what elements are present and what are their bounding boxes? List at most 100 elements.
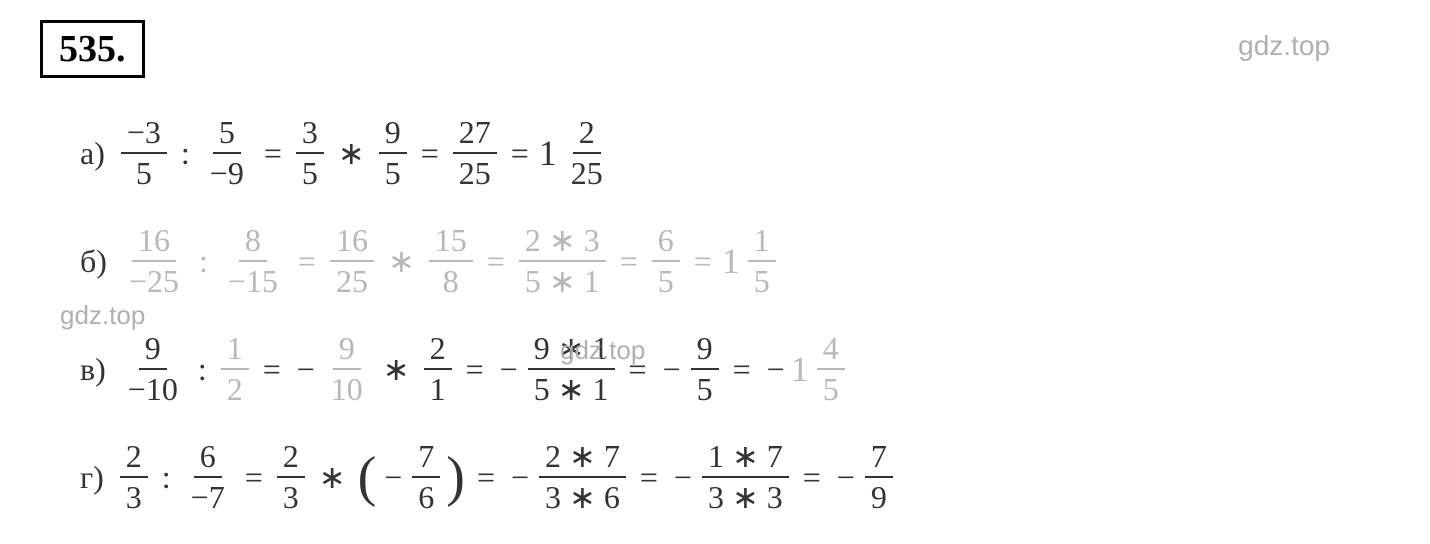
- fraction-denominator: 5: [130, 154, 158, 191]
- watermark-mid-center: gdz.top: [560, 335, 645, 366]
- negative-sign: −: [384, 459, 402, 496]
- fraction: 16−25: [123, 223, 185, 299]
- fraction-numerator: 2: [277, 439, 305, 478]
- fraction: 8−15: [222, 223, 284, 299]
- operator: :: [181, 135, 190, 172]
- mixed-number: 115: [722, 223, 780, 299]
- mixed-number: 145: [791, 331, 849, 407]
- fraction: 5−9: [204, 115, 250, 191]
- equation-label: г): [80, 459, 104, 496]
- equals-sign: =: [264, 135, 282, 172]
- fraction-denominator: 5: [379, 154, 407, 191]
- fraction: 2 ∗ 35 ∗ 1: [519, 223, 606, 299]
- fraction-denominator: 3: [277, 478, 305, 515]
- fraction: 9−10: [122, 331, 184, 407]
- operator: :: [162, 459, 171, 496]
- equation-row: в)9−10:12=−910∗21=−9 ∗ 15 ∗ 1=−95=−145: [80, 324, 1390, 414]
- fraction-denominator: 25: [453, 154, 497, 191]
- operator: ∗: [338, 134, 365, 172]
- negative-sign: −: [767, 351, 785, 388]
- watermark-mid-left: gdz.top: [60, 300, 145, 331]
- negative-sign: −: [297, 351, 315, 388]
- fraction: 45: [817, 331, 845, 407]
- fraction: 2 ∗ 73 ∗ 6: [539, 439, 626, 515]
- fraction-numerator: −3: [121, 115, 167, 154]
- equals-sign: =: [511, 135, 529, 172]
- fraction-denominator: 6: [412, 478, 440, 515]
- equals-sign: =: [640, 459, 658, 496]
- fraction-numerator: 15: [429, 223, 473, 262]
- fraction-numerator: 16: [330, 223, 374, 262]
- fraction: 23: [120, 439, 148, 515]
- equals-sign: =: [421, 135, 439, 172]
- fraction-numerator: 1: [221, 331, 249, 370]
- fraction-denominator: 5 ∗ 1: [519, 262, 606, 299]
- equals-sign: =: [477, 459, 495, 496]
- operator: ∗: [388, 242, 415, 280]
- equals-sign: =: [620, 243, 638, 280]
- fraction-numerator: 8: [239, 223, 267, 262]
- fraction-numerator: 2 ∗ 3: [519, 223, 606, 262]
- fraction: 2725: [453, 115, 497, 191]
- fraction: 95: [691, 331, 719, 407]
- equation-row: а)−35:5−9=35∗95=2725=1225: [80, 108, 1390, 198]
- watermark-top-right: gdz.top: [1238, 30, 1330, 62]
- fraction-numerator: 16: [132, 223, 176, 262]
- fraction-denominator: 2: [221, 370, 249, 407]
- fraction-numerator: 2: [424, 331, 452, 370]
- fraction-denominator: −9: [204, 154, 250, 191]
- fraction: 6−7: [185, 439, 231, 515]
- fraction: 79: [865, 439, 893, 515]
- equations-container: а)−35:5−9=35∗95=2725=1225б)16−25:8−15=16…: [80, 108, 1390, 522]
- fraction-numerator: 9: [379, 115, 407, 154]
- equation-label: б): [80, 243, 107, 280]
- fraction-numerator: 6: [652, 223, 680, 262]
- fraction-numerator: 2 ∗ 7: [539, 439, 626, 478]
- fraction-numerator: 6: [194, 439, 222, 478]
- equals-sign: =: [733, 351, 751, 388]
- paren-close: ): [446, 452, 465, 502]
- fraction-numerator: 5: [213, 115, 241, 154]
- negative-sign: −: [500, 351, 518, 388]
- fraction: 15: [748, 223, 776, 299]
- fraction-denominator: 25: [565, 154, 609, 191]
- fraction: 12: [221, 331, 249, 407]
- fraction-numerator: 9: [333, 331, 361, 370]
- equals-sign: =: [487, 243, 505, 280]
- fraction-denominator: 3 ∗ 3: [702, 478, 789, 515]
- fraction-numerator: 2: [573, 115, 601, 154]
- equals-sign: =: [694, 243, 712, 280]
- negative-sign: −: [674, 459, 692, 496]
- fraction-denominator: 5: [296, 154, 324, 191]
- equation-row: б)16−25:8−15=1625∗158=2 ∗ 35 ∗ 1=65=115: [80, 216, 1390, 306]
- operator: ∗: [319, 458, 346, 496]
- fraction-denominator: 8: [437, 262, 465, 299]
- mixed-whole: 1: [539, 132, 557, 174]
- fraction-numerator: 7: [865, 439, 893, 478]
- operator: ∗: [383, 350, 410, 388]
- operator: :: [199, 243, 208, 280]
- negative-sign: −: [837, 459, 855, 496]
- fraction-denominator: 5: [652, 262, 680, 299]
- equation-label: а): [80, 135, 105, 172]
- fraction-denominator: 1: [424, 370, 452, 407]
- fraction-numerator: 27: [453, 115, 497, 154]
- equals-sign: =: [263, 351, 281, 388]
- fraction: 910: [325, 331, 369, 407]
- fraction-numerator: 1: [748, 223, 776, 262]
- fraction-denominator: −15: [222, 262, 284, 299]
- fraction-denominator: 5: [691, 370, 719, 407]
- problem-number: 535.: [59, 28, 126, 70]
- fraction-denominator: 10: [325, 370, 369, 407]
- fraction: 95: [379, 115, 407, 191]
- fraction: 21: [424, 331, 452, 407]
- mixed-whole: 1: [722, 240, 740, 282]
- fraction-numerator: 7: [412, 439, 440, 478]
- problem-number-box: 535.: [40, 20, 145, 78]
- fraction: 158: [429, 223, 473, 299]
- fraction-numerator: 3: [296, 115, 324, 154]
- fraction-numerator: 4: [817, 331, 845, 370]
- fraction-denominator: 3 ∗ 6: [539, 478, 626, 515]
- equals-sign: =: [803, 459, 821, 496]
- fraction: 1625: [330, 223, 374, 299]
